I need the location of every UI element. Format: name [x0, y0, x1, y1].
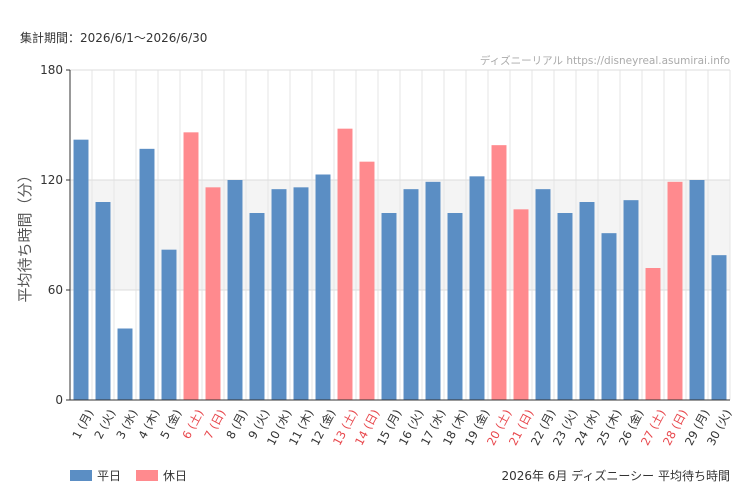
bar [535, 189, 551, 400]
bar [557, 213, 573, 400]
y-tick-label: 60 [48, 283, 63, 297]
legend-holiday-swatch [136, 470, 158, 481]
legend-weekday-label: 平日 [97, 469, 122, 483]
bar [227, 180, 243, 400]
bar [513, 209, 529, 400]
bar [447, 213, 463, 400]
bar [469, 176, 485, 400]
bar [183, 132, 199, 401]
bar [601, 233, 617, 400]
bars [73, 128, 727, 401]
axes [66, 69, 730, 401]
x-tick-labels: 1 (月)2 (火)3 (水)4 (木)5 (金)6 (土)7 (日)8 (月)… [69, 407, 734, 448]
bar [205, 187, 221, 400]
bar [403, 189, 419, 400]
bar [117, 328, 133, 400]
bar [381, 213, 397, 400]
bar [579, 202, 595, 400]
bar [293, 187, 309, 400]
bar [645, 268, 661, 400]
bar [271, 189, 287, 400]
bar [689, 180, 705, 400]
legend-weekday-swatch [70, 470, 92, 481]
y-tick-label: 0 [55, 393, 63, 407]
bar [73, 139, 89, 400]
bar [491, 145, 507, 400]
legend-holiday-label: 休日 [163, 469, 188, 483]
watermark: ディズニーリアル https://disneyreal.asumirai.inf… [480, 54, 730, 67]
legend-holiday: 休日 [136, 467, 187, 484]
bar [95, 202, 111, 400]
legend-weekday: 平日 [70, 467, 121, 484]
bar [139, 148, 155, 400]
y-tick-label: 120 [40, 173, 63, 187]
bar [711, 255, 727, 400]
bar [249, 213, 265, 400]
y-tick-label: 180 [40, 63, 63, 77]
bar [667, 181, 683, 400]
chart-footer-title: 2026年 6月 ディズニーシー 平均待ち時間 [501, 469, 730, 483]
aggregation-period: 集計期間：2026/6/1〜2026/6/30 [20, 31, 208, 45]
y-axis-label: 平均待ち時間（分） [16, 167, 34, 302]
bar [315, 174, 331, 400]
bar [425, 181, 441, 400]
bar [337, 128, 353, 400]
bar [623, 200, 639, 400]
bar [161, 249, 177, 400]
y-tick-labels: 0 60 120 180 [40, 63, 63, 407]
bar [359, 161, 375, 400]
